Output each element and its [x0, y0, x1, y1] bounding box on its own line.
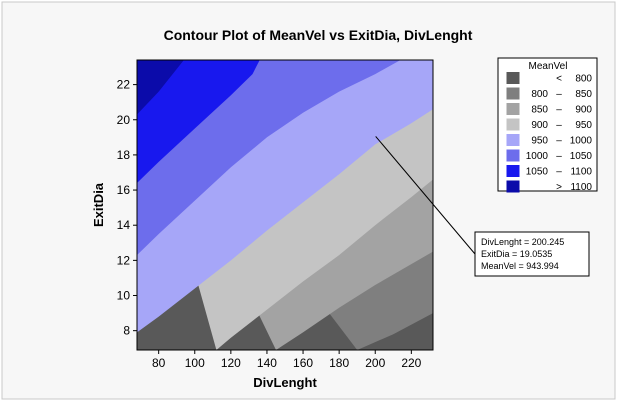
annotation-box: [474, 231, 590, 277]
x-tick-label: 80: [152, 356, 166, 370]
x-axis-label: DivLenght: [253, 375, 317, 390]
annotation-line-1: DivLenght = 200.245: [481, 237, 564, 247]
legend-swatch: [506, 103, 520, 115]
y-tick-label: 18: [117, 148, 131, 162]
legend-separator: –: [556, 151, 562, 162]
annotation-line-3: MeanVel = 943.994: [481, 261, 559, 271]
y-tick-label: 12: [117, 253, 131, 267]
x-axis: 80 100 120 140 160 180 200 220: [152, 350, 422, 370]
legend-low: 800: [531, 89, 548, 100]
legend-separator: <: [556, 74, 562, 85]
legend-swatch: [506, 72, 520, 84]
contour-regions: [137, 60, 433, 350]
annotation-leader-line: [375, 136, 476, 255]
legend-high: 1100: [570, 182, 592, 193]
legend-high: 900: [575, 105, 592, 116]
legend-swatch: [506, 149, 520, 162]
legend-low: 1000: [526, 151, 549, 162]
x-tick-label: 220: [401, 356, 421, 370]
y-tick-label: 20: [117, 113, 131, 127]
legend-high: 950: [575, 120, 592, 131]
y-tick-label: 16: [117, 183, 131, 197]
legend-low: 900: [531, 120, 548, 131]
legend-separator: –: [556, 89, 562, 100]
legend-high: 1000: [570, 136, 593, 147]
y-tick-label: 10: [117, 289, 131, 303]
legend-high: 1050: [570, 151, 593, 162]
legend-title: MeanVel: [529, 61, 568, 72]
x-tick-label: 160: [293, 356, 313, 370]
legend-separator: –: [556, 136, 562, 147]
legend-high: 800: [575, 74, 592, 85]
legend-low: 950: [531, 136, 548, 147]
legend-swatch: [506, 180, 520, 193]
legend-swatch: [506, 134, 520, 146]
x-tick-label: 120: [221, 356, 241, 370]
legend: MeanVel <800800–850850–900900–950950–100…: [497, 57, 598, 193]
contour-region-6: [137, 60, 260, 183]
legend-low: 1050: [526, 167, 549, 178]
x-tick-label: 200: [365, 356, 385, 370]
x-tick-label: 180: [329, 356, 349, 370]
annotation-line-2: ExitDia = 19.0535: [481, 249, 552, 259]
legend-separator: >: [556, 182, 562, 193]
y-axis-label: ExitDia: [91, 182, 106, 227]
legend-swatch: [506, 165, 520, 177]
legend-separator: –: [556, 105, 562, 116]
contour-region-7: [137, 60, 184, 115]
y-tick-label: 22: [117, 78, 131, 92]
x-tick-label: 100: [185, 356, 205, 370]
chart-title: Contour Plot of MeanVel vs ExitDia, DivL…: [164, 27, 473, 43]
y-tick-label: 14: [117, 218, 131, 232]
legend-swatch: [506, 118, 520, 131]
legend-high: 1100: [570, 167, 592, 178]
legend-separator: –: [556, 167, 562, 178]
x-tick-label: 140: [257, 356, 277, 370]
legend-swatch: [506, 87, 520, 100]
y-tick-label: 8: [123, 324, 130, 338]
legend-separator: –: [556, 120, 562, 131]
legend-low: 850: [531, 105, 548, 116]
legend-high: 850: [575, 89, 592, 100]
y-axis: 8 10 12 14 16 18 20 22: [117, 78, 137, 338]
